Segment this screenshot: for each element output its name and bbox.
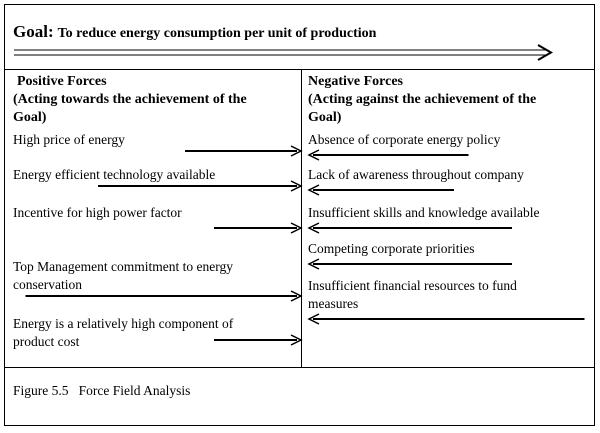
goal-statement: Goal: To reduce energy consumption per u…	[13, 22, 376, 42]
negative-force: Absence of corporate energy policy	[308, 132, 501, 147]
negative-force: Competing corporate priorities	[308, 241, 475, 256]
negative-force: Lack of awareness throughout company	[308, 167, 524, 182]
negative-force-arrow	[307, 184, 454, 196]
positive-force-arrow	[214, 334, 303, 346]
negative-force-arrow	[307, 149, 469, 161]
positive-forces-heading: Positive Forces (Acting towards the achi…	[13, 73, 247, 127]
positive-heading-line2: (Acting towards the achievement of the	[13, 92, 247, 107]
positive-force-arrow	[98, 180, 303, 192]
goal-direction-arrow	[14, 44, 554, 61]
positive-heading-line1: Positive Forces	[17, 74, 107, 89]
goal-label: Goal:	[13, 22, 54, 41]
positive-heading-line3: Goal)	[13, 110, 47, 125]
diagram-frame	[4, 4, 595, 426]
negative-force-arrow	[307, 258, 512, 270]
negative-forces-heading: Negative Forces (Acting against the achi…	[308, 73, 536, 127]
center-divider	[301, 69, 302, 367]
positive-force: Energy is a relatively high component of…	[13, 316, 234, 349]
positive-force: Top Management commitment to energy cons…	[13, 259, 234, 292]
negative-force: Insufficient financial resources to fund…	[308, 278, 517, 311]
positive-force: Energy efficient technology available	[13, 167, 216, 182]
figure-caption: Figure 5.5 Force Field Analysis	[13, 383, 191, 398]
positive-force-arrow	[25, 290, 303, 302]
caption-divider	[4, 367, 595, 368]
negative-force-arrow	[307, 222, 512, 234]
positive-force: High price of energy	[13, 132, 125, 147]
negative-force: Insufficient skills and knowledge availa…	[308, 205, 540, 220]
goal-divider	[4, 69, 595, 70]
negative-heading-line1: Negative Forces	[308, 74, 403, 89]
negative-heading-line2: (Acting against the achievement of the	[308, 92, 537, 107]
negative-heading-line3: Goal)	[308, 110, 342, 125]
positive-force-arrow	[214, 222, 303, 234]
goal-text: To reduce energy consumption per unit of…	[57, 26, 377, 41]
negative-force-arrow	[307, 313, 585, 325]
positive-force: Incentive for high power factor	[13, 205, 182, 220]
positive-force-arrow	[185, 145, 303, 157]
